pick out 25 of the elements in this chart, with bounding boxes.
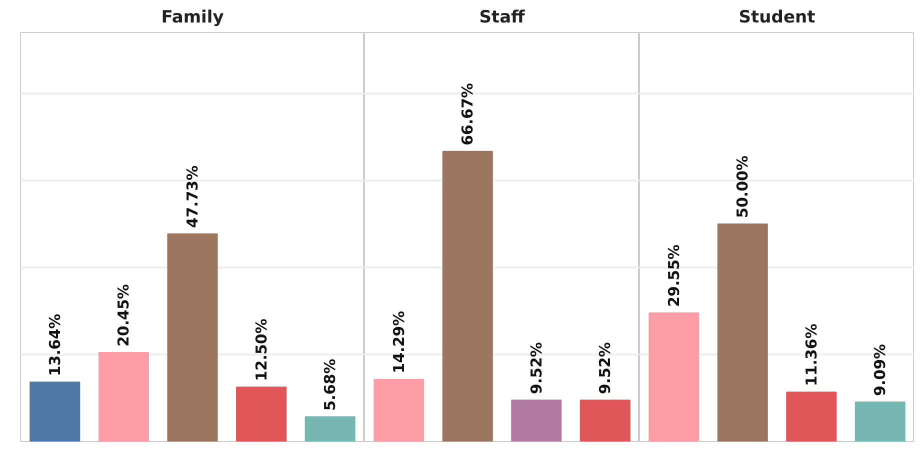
data-label: 47.73% [184,165,202,228]
data-label: 9.52% [596,342,614,394]
bar [717,223,768,442]
bar [98,352,149,442]
bar [304,416,356,442]
data-label: 5.68% [321,358,340,411]
data-label: 50.00% [734,155,752,218]
data-label: 11.36% [802,324,820,386]
data-label: 20.45% [114,284,133,347]
data-label: 9.52% [527,342,546,394]
data-label: 13.64% [46,314,64,376]
data-label: 29.55% [664,244,683,307]
chart-title: Staff [479,8,526,28]
bar [30,382,80,442]
bar [854,401,906,442]
data-label: 12.50% [252,318,270,382]
chart-title: Student [738,8,816,28]
bar [648,312,700,442]
data-label: 14.29% [390,310,408,374]
bar [167,233,218,442]
bar [236,386,287,442]
chart-title: Family [161,8,224,28]
bar [786,392,837,442]
data-label: 66.67% [458,82,477,146]
data-label: 9.09% [871,344,890,396]
